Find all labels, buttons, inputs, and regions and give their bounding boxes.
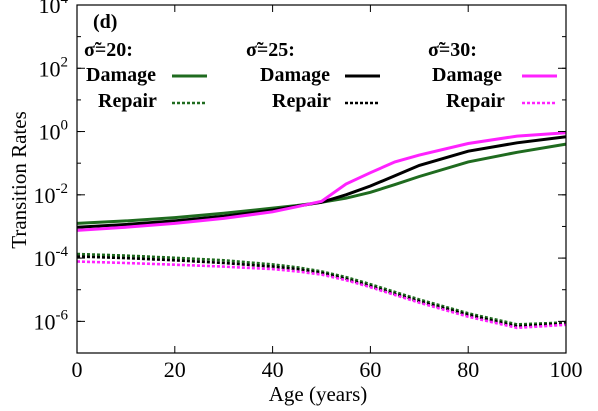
- legend: σ̃=20: Damage Repair σ̃=25: Damage Repair σ̃=3…: [84, 39, 557, 112]
- legend-repair-label: Repair: [446, 90, 505, 112]
- legend-damage-label: Damage: [260, 64, 330, 86]
- y-tick-label: 102: [39, 54, 69, 81]
- series-line-repair-1: [76, 255, 567, 328]
- panel-tag: (d): [93, 11, 117, 33]
- x-tick-label: 0: [72, 357, 83, 382]
- y-tick-label: 10-4: [34, 244, 69, 271]
- y-axis-label: Transition Rates: [7, 111, 31, 248]
- x-tick-label: 20: [164, 357, 186, 382]
- y-tick-label: 10-2: [34, 181, 69, 208]
- legend-repair-label: Repair: [98, 90, 157, 112]
- x-axis-label: Age (years): [269, 382, 368, 406]
- x-tick-label: 40: [262, 357, 284, 382]
- legend-heading: σ̃=30:: [428, 39, 477, 61]
- legend-heading: σ̃=20:: [84, 39, 133, 61]
- series-line-damage-0: [76, 142, 567, 225]
- legend-repair-label: Repair: [272, 90, 331, 112]
- y-tick-label: 104: [39, 0, 69, 18]
- series-line-repair-2: [76, 260, 567, 330]
- legend-damage-label: Damage: [432, 64, 502, 86]
- x-tick-label: 80: [457, 357, 479, 382]
- y-tick-label: 100: [39, 118, 69, 145]
- legend-heading: σ̃=25:: [246, 39, 295, 61]
- y-tick-label: 10-6: [34, 307, 69, 334]
- axes: 0 20 40 60 80 100 104 102 100 10-2 10-4 10-6: [34, 0, 583, 382]
- series-layer: [76, 131, 567, 330]
- series-line-damage-2: [76, 131, 567, 232]
- plot-frame: [76, 4, 567, 354]
- x-tick-label: 100: [550, 357, 583, 382]
- series-line-damage-1: [76, 135, 567, 229]
- legend-damage-label: Damage: [86, 64, 156, 86]
- x-tick-label: 60: [359, 357, 381, 382]
- series-line-repair-0: [76, 252, 567, 326]
